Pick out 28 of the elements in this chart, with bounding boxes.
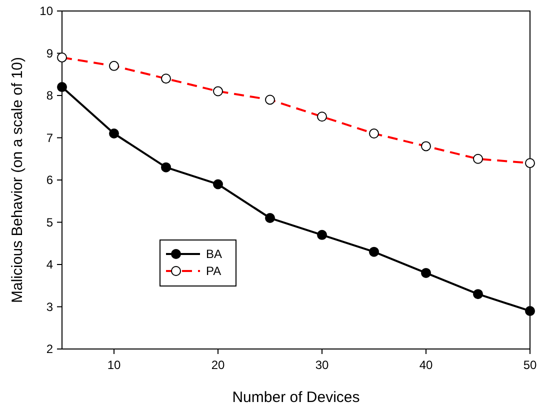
x-tick-label: 10 (107, 358, 121, 372)
point (421, 268, 431, 278)
y-tick-label: 8 (46, 88, 54, 102)
y-tick-label: 5 (46, 215, 54, 230)
y-tick-label: 7 (46, 130, 54, 145)
point (473, 289, 483, 300)
y-tick-label: 4 (46, 258, 54, 272)
point (369, 246, 379, 257)
x-tick-label: 30 (315, 358, 329, 372)
point (213, 179, 223, 190)
x-tick-label: 20 (211, 358, 225, 372)
x-tick-label: 40 (419, 358, 433, 372)
point (265, 213, 275, 224)
y-axis-title: Malicious Behavior (on a scale of 10) (9, 57, 26, 303)
y-tick-label: 6 (46, 173, 54, 187)
point (109, 128, 119, 139)
point (317, 230, 327, 240)
x-axis-title: Number of Devices (232, 389, 360, 406)
point (525, 306, 535, 316)
legend-label: PA (206, 264, 222, 278)
y-tick-label: 9 (46, 46, 54, 60)
legend-label: BA (206, 247, 222, 261)
x-tick-label: 50 (523, 358, 537, 372)
point (57, 82, 67, 92)
y-tick-label: 10 (40, 4, 54, 18)
y-tick-label: 2 (46, 342, 54, 356)
point (161, 162, 171, 172)
y-tick-label: 3 (46, 300, 54, 314)
